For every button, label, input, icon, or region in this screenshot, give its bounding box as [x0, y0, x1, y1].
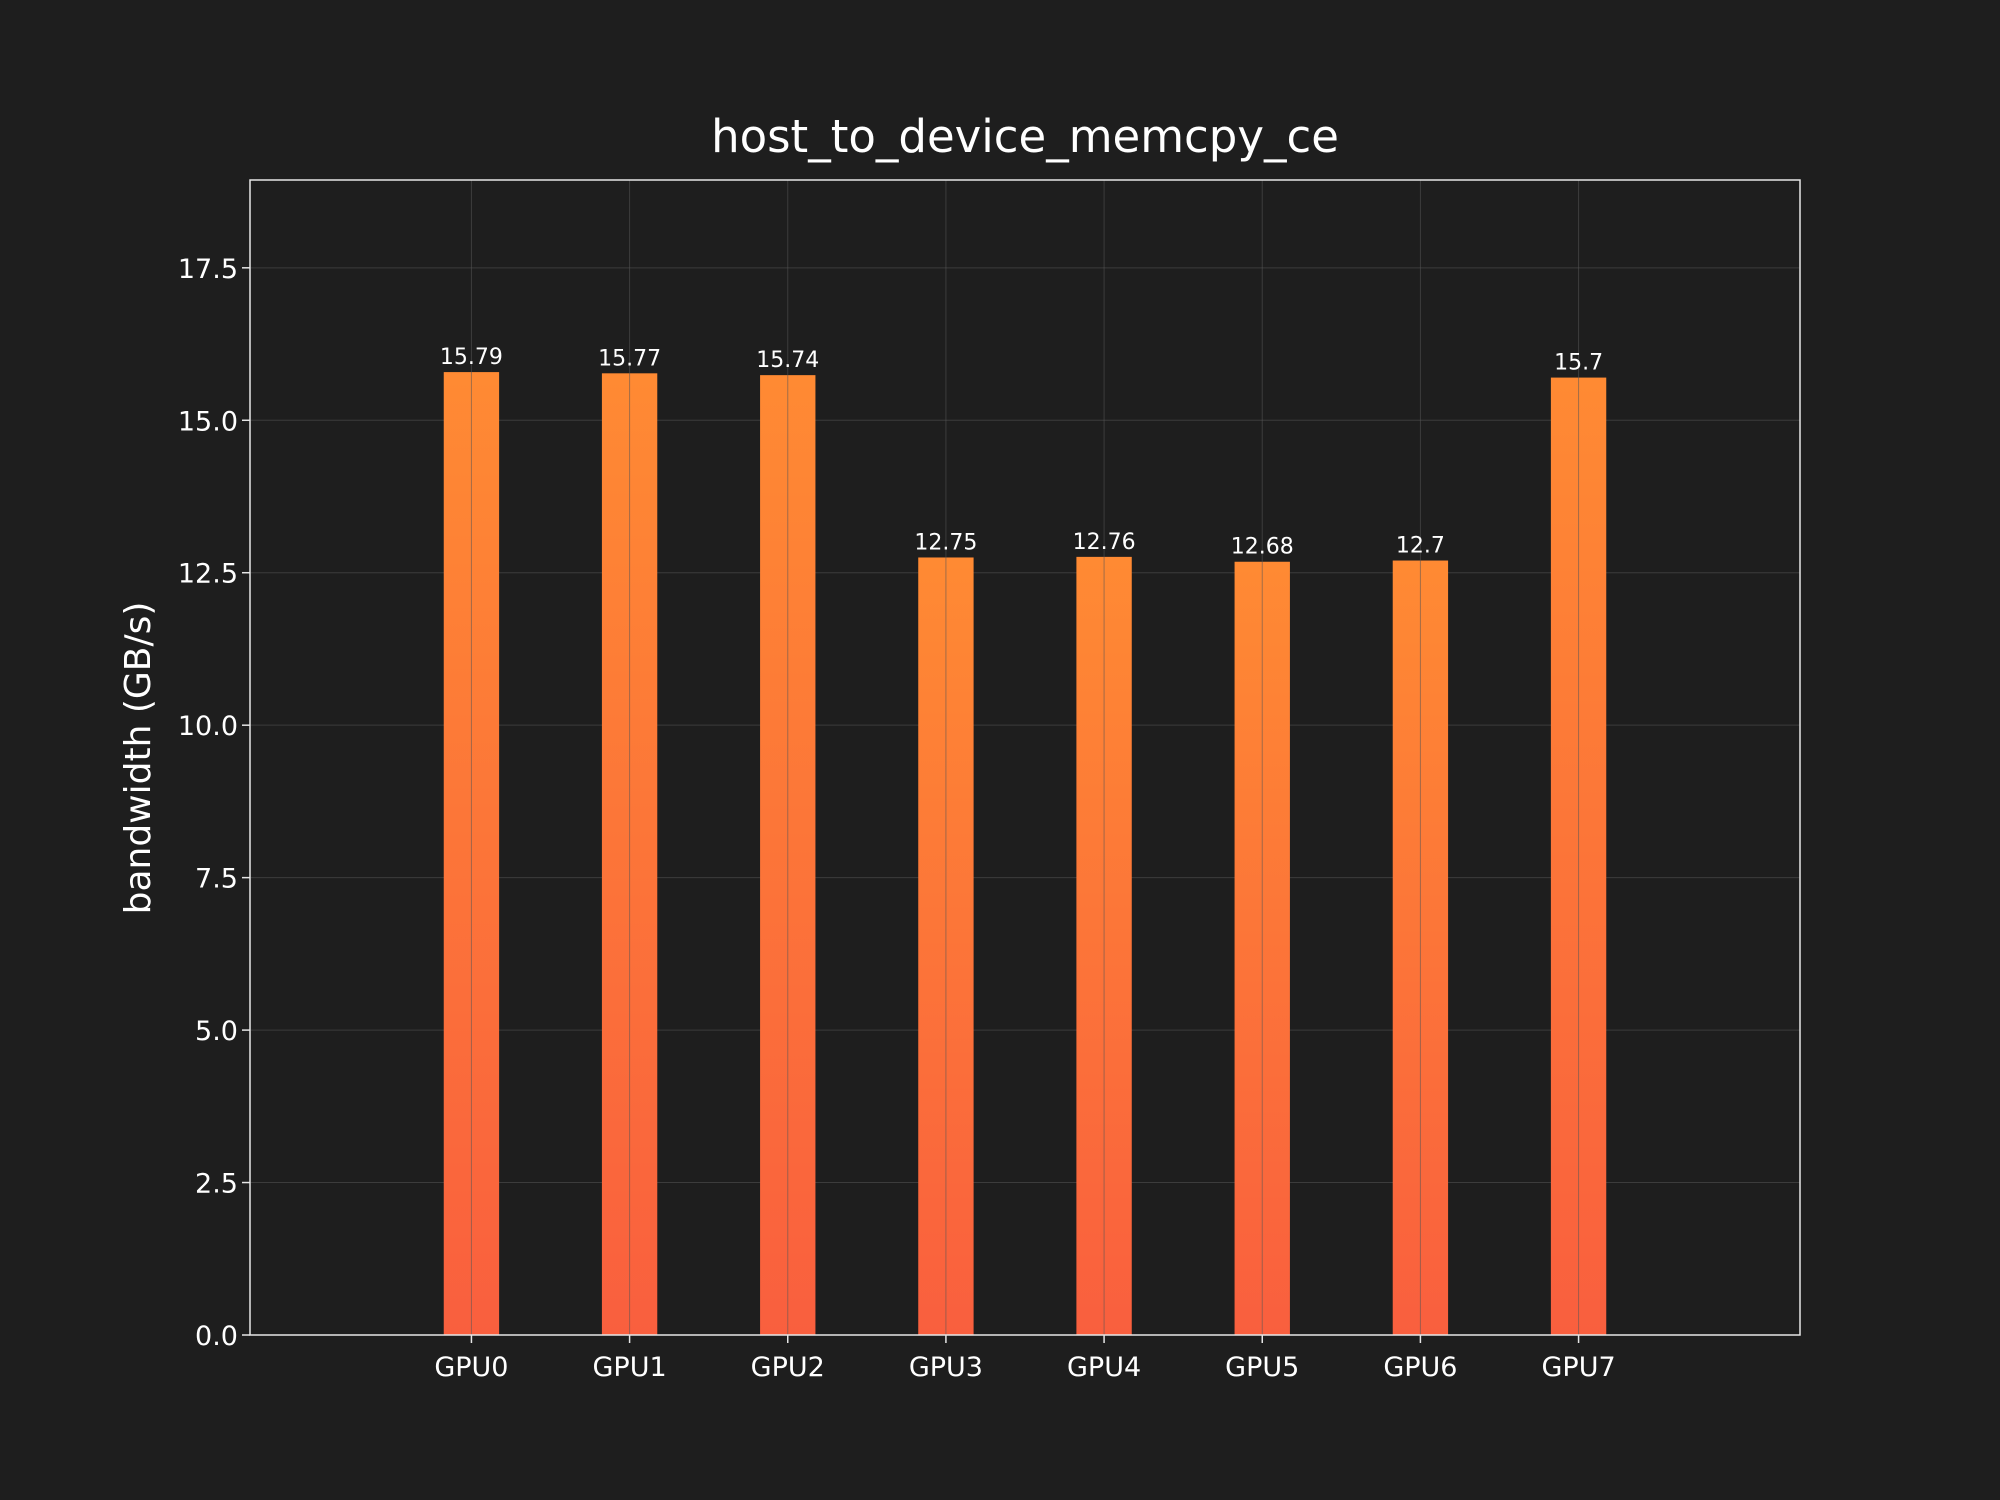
x-tick-label: GPU0 [434, 1352, 508, 1383]
x-tick-label: GPU2 [751, 1352, 825, 1383]
y-tick-label: 12.5 [178, 559, 238, 590]
data-label: 15.77 [598, 346, 661, 371]
x-tick-label: GPU4 [1067, 1352, 1141, 1383]
data-label: 15.7 [1554, 351, 1603, 376]
y-axis-label: bandwidth (GB/s) [118, 602, 159, 915]
y-tick-label: 0.0 [195, 1321, 238, 1352]
grid-lines [250, 267, 1800, 1336]
x-tick-label: GPU1 [593, 1352, 667, 1383]
y-tick-label: 10.0 [178, 711, 238, 742]
x-axis-ticks: GPU0 GPU1 GPU2 GPU3 GPU4 GPU5 GPU6 GPU7 [434, 1335, 1616, 1383]
y-tick-label: 7.5 [195, 864, 238, 895]
x-tick-label: GPU5 [1225, 1352, 1299, 1383]
x-tick-label: GPU3 [909, 1352, 983, 1383]
y-tick-label: 5.0 [195, 1016, 238, 1047]
data-label: 15.74 [756, 348, 819, 373]
data-label: 12.68 [1231, 535, 1294, 560]
data-label: 12.75 [914, 530, 977, 555]
data-label: 12.7 [1396, 534, 1445, 559]
data-label: 15.79 [440, 345, 503, 370]
y-tick-label: 2.5 [195, 1169, 238, 1200]
y-tick-label: 15.0 [178, 406, 238, 437]
y-axis-ticks: 0.0 2.5 5.0 7.5 10.0 12.5 15.0 17.5 [178, 254, 250, 1352]
x-tick-label: GPU7 [1541, 1352, 1615, 1383]
vertical-grid-lines [470, 180, 1580, 1335]
data-labels: 15.79 15.77 15.74 12.75 12.76 12.68 12.7 15.7 [440, 345, 1603, 560]
chart-title: host_to_device_memcpy_ce [711, 110, 1339, 163]
x-tick-label: GPU6 [1383, 1352, 1457, 1383]
bars [443, 372, 1607, 1335]
plot-frame [249, 179, 1801, 1336]
y-tick-label: 17.5 [178, 254, 238, 285]
data-label: 12.76 [1073, 530, 1136, 555]
